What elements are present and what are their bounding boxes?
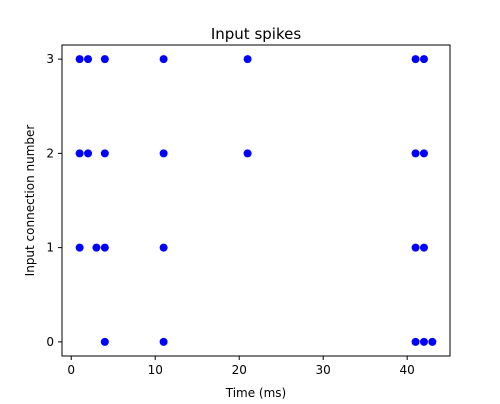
spike-point	[100, 149, 109, 158]
spike-point	[243, 55, 252, 64]
spike-point	[100, 243, 109, 252]
spike-point	[419, 149, 428, 158]
spike-point	[419, 337, 428, 346]
x-tick-label: 30	[316, 363, 331, 377]
axis-ticks: 0 10 20 30 40 0 1 2 3	[46, 52, 414, 377]
y-tick-label: 0	[46, 335, 54, 349]
spike-point	[159, 55, 168, 64]
spike-point	[75, 55, 84, 64]
spike-point	[243, 149, 252, 158]
y-axis-label: Input connection number	[23, 125, 37, 277]
x-tick-label: 10	[148, 363, 163, 377]
spike-point	[75, 149, 84, 158]
spike-point	[92, 243, 101, 252]
spike-point	[159, 149, 168, 158]
spike-point	[411, 337, 420, 346]
spike-point	[428, 337, 437, 346]
spike-point	[75, 243, 84, 252]
spike-point	[411, 243, 420, 252]
spike-point	[159, 337, 168, 346]
spike-point	[100, 55, 109, 64]
spike-point	[419, 55, 428, 64]
spike-point	[419, 243, 428, 252]
y-tick-label: 3	[46, 52, 54, 66]
x-tick-label: 20	[232, 363, 247, 377]
x-tick-label: 40	[400, 363, 415, 377]
spike-point	[411, 55, 420, 64]
y-tick-label: 2	[46, 146, 54, 160]
plot-frame	[61, 44, 451, 357]
x-tick-label: 0	[67, 363, 75, 377]
y-tick-label: 1	[46, 241, 54, 255]
spike-point	[100, 337, 109, 346]
x-axis-label: Time (ms)	[225, 386, 287, 400]
chart-title: Input spikes	[211, 25, 301, 43]
spike-point	[411, 149, 420, 158]
data-points	[75, 55, 437, 346]
spike-point	[84, 149, 93, 158]
spike-point	[159, 243, 168, 252]
spike-point	[84, 55, 93, 64]
